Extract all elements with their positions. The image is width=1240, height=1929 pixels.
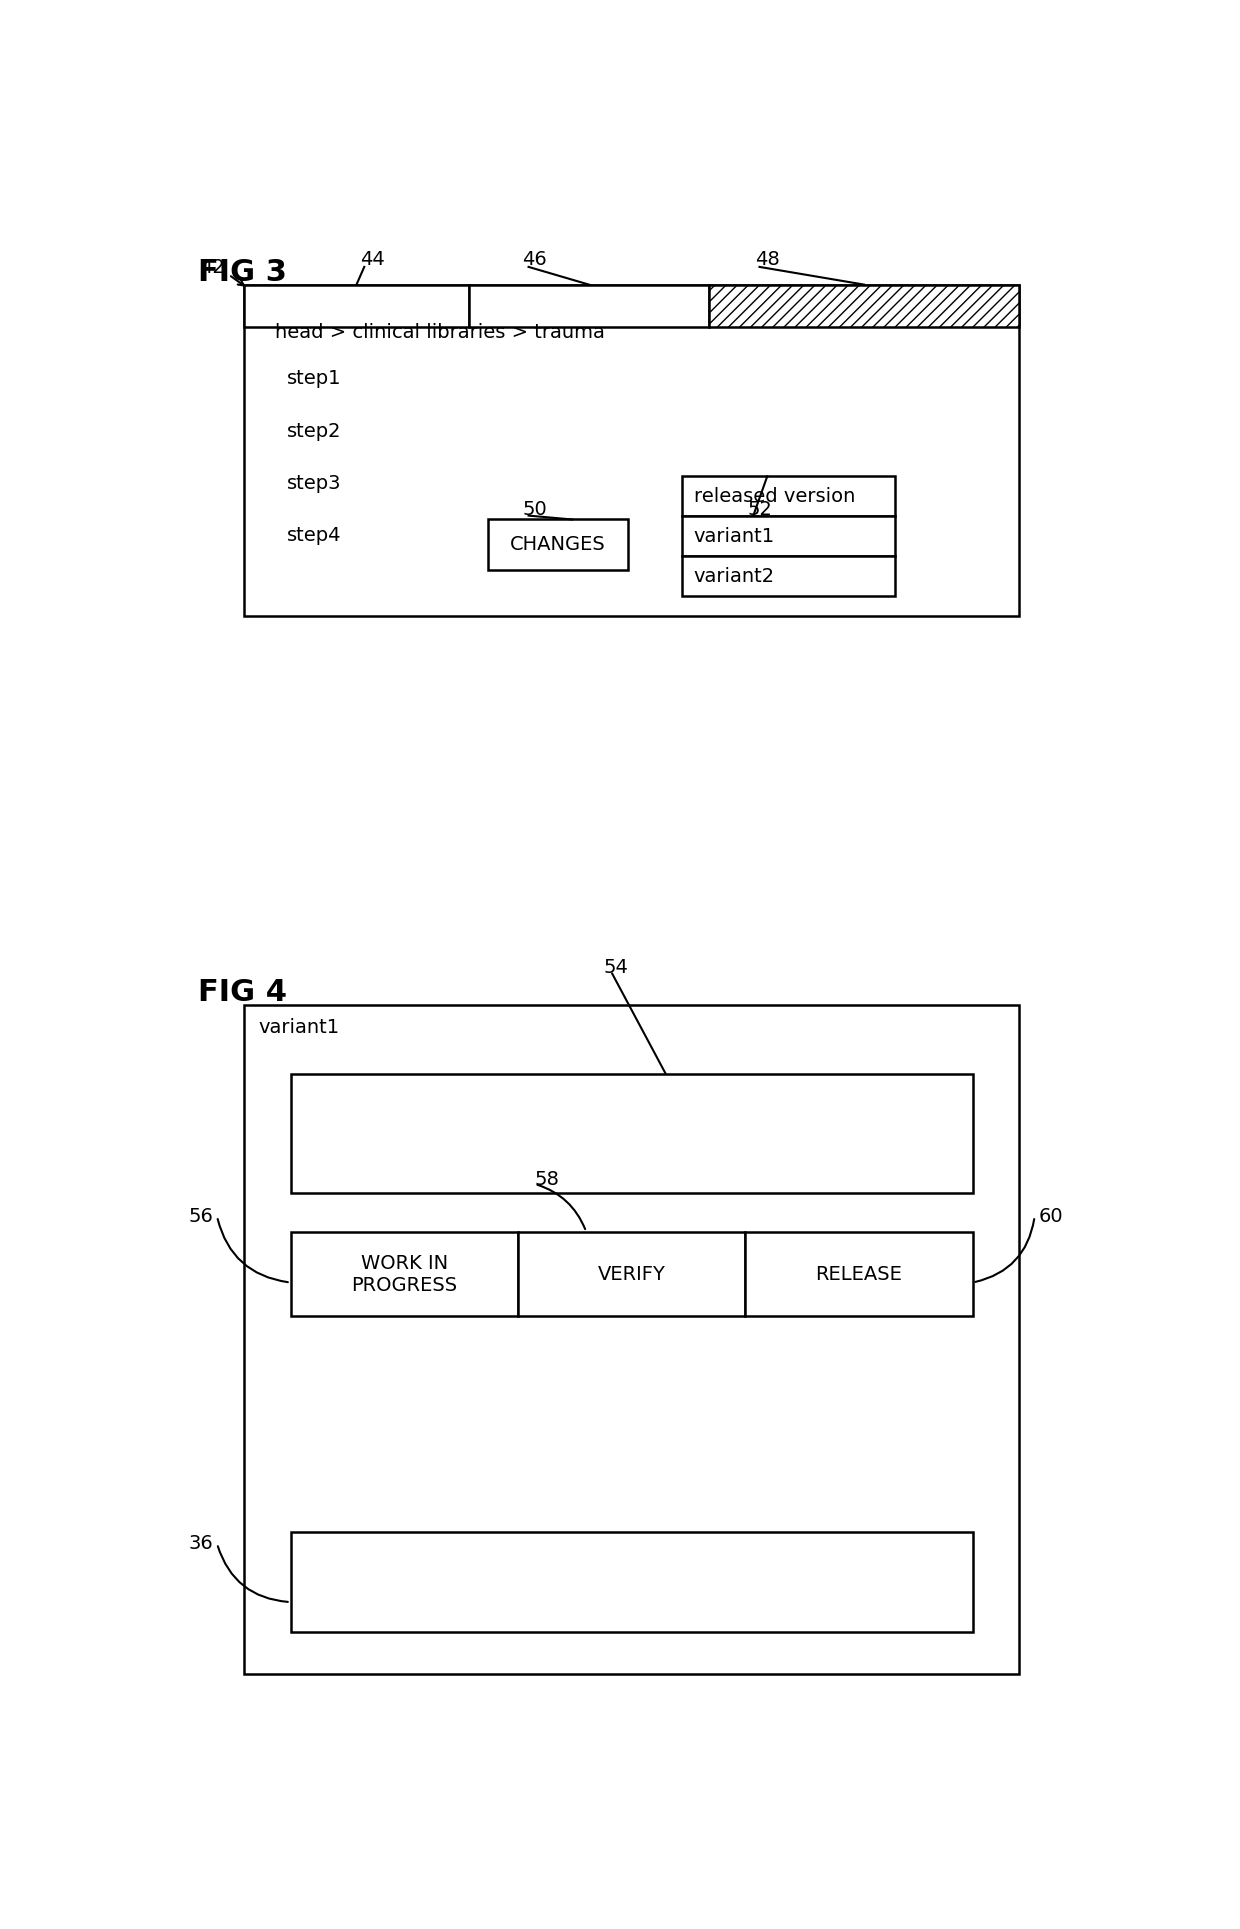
Text: WORK IN
PROGRESS: WORK IN PROGRESS xyxy=(351,1254,458,1294)
Text: 50: 50 xyxy=(522,500,547,519)
Text: 44: 44 xyxy=(360,251,384,268)
Text: variant2: variant2 xyxy=(693,567,775,586)
FancyBboxPatch shape xyxy=(745,1233,972,1316)
Text: 46: 46 xyxy=(522,251,547,268)
Text: head > clinical libraries > trauma: head > clinical libraries > trauma xyxy=(275,324,605,341)
Text: step2: step2 xyxy=(286,422,341,440)
FancyBboxPatch shape xyxy=(709,285,1019,326)
Text: VERIFY: VERIFY xyxy=(598,1265,666,1283)
Text: step1: step1 xyxy=(286,368,341,388)
Text: 54: 54 xyxy=(604,959,629,978)
Text: step4: step4 xyxy=(286,527,341,546)
Text: RELEASE: RELEASE xyxy=(816,1265,903,1283)
Text: 56: 56 xyxy=(188,1208,213,1225)
FancyBboxPatch shape xyxy=(244,285,1019,615)
FancyBboxPatch shape xyxy=(244,285,469,326)
FancyBboxPatch shape xyxy=(682,476,895,517)
FancyBboxPatch shape xyxy=(290,1233,518,1316)
Text: 36: 36 xyxy=(188,1534,213,1553)
Text: 58: 58 xyxy=(534,1171,559,1188)
Text: 60: 60 xyxy=(1039,1208,1063,1225)
FancyBboxPatch shape xyxy=(682,517,895,556)
FancyBboxPatch shape xyxy=(290,1532,972,1632)
FancyBboxPatch shape xyxy=(469,285,709,326)
Text: 48: 48 xyxy=(755,251,780,268)
Text: FIG 4: FIG 4 xyxy=(197,978,286,1007)
FancyBboxPatch shape xyxy=(489,519,627,569)
Text: CHANGES: CHANGES xyxy=(510,534,606,554)
Text: released version: released version xyxy=(693,486,856,505)
Text: 42: 42 xyxy=(200,258,224,276)
Text: variant1: variant1 xyxy=(258,1019,340,1038)
FancyBboxPatch shape xyxy=(290,1074,972,1194)
FancyBboxPatch shape xyxy=(518,1233,745,1316)
Text: step3: step3 xyxy=(286,475,341,494)
Text: variant1: variant1 xyxy=(693,527,775,546)
Text: 52: 52 xyxy=(746,500,773,519)
Text: FIG 3: FIG 3 xyxy=(197,258,286,287)
FancyBboxPatch shape xyxy=(244,1005,1019,1674)
FancyBboxPatch shape xyxy=(682,556,895,596)
